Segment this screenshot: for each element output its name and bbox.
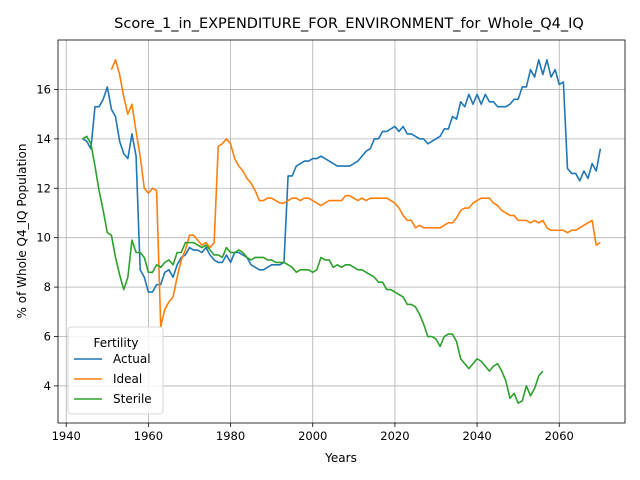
y-tick-label: 14 (36, 132, 51, 146)
legend-label-actual: Actual (113, 352, 151, 366)
y-tick-label: 8 (44, 280, 51, 294)
x-tick-label: 1960 (134, 429, 163, 443)
series-lines (82, 58, 602, 405)
x-tick-label: 2020 (380, 429, 409, 443)
series-line-ideal (110, 58, 601, 328)
y-tick-label: 6 (44, 330, 51, 344)
legend-box (67, 326, 164, 415)
y-tick-label: 12 (36, 181, 51, 195)
series-line-actual (82, 58, 602, 293)
plot-frame (57, 39, 626, 424)
x-tick-label: 1940 (52, 429, 81, 443)
x-tick-label: 2000 (298, 429, 327, 443)
legend-entries: Actual Ideal Sterile (74, 352, 152, 406)
y-tick-label: 10 (36, 231, 51, 245)
x-tick-label: 1980 (216, 429, 245, 443)
legend-label-ideal: Ideal (113, 372, 142, 386)
legend-label-sterile: Sterile (113, 392, 152, 406)
series-line-sterile (82, 135, 544, 405)
x-tick-label: 2040 (462, 429, 491, 443)
x-axis: 1940 1960 1980 2000 2020 2040 2060 (52, 423, 574, 443)
x-axis-label: Years (324, 451, 357, 465)
y-tick-label: 16 (36, 82, 51, 96)
x-tick-label: 2060 (545, 429, 574, 443)
chart-title: Score_1_in_EXPENDITURE_FOR_ENVIRONMENT_f… (114, 16, 584, 32)
y-axis: 4 6 8 10 12 14 16 (36, 82, 58, 393)
legend-title: Fertility (93, 336, 138, 350)
y-axis-label: % of Whole Q4_IQ Population (15, 144, 29, 319)
y-tick-label: 4 (44, 379, 51, 393)
legend: Fertility Actual Ideal Sterile (67, 326, 164, 415)
